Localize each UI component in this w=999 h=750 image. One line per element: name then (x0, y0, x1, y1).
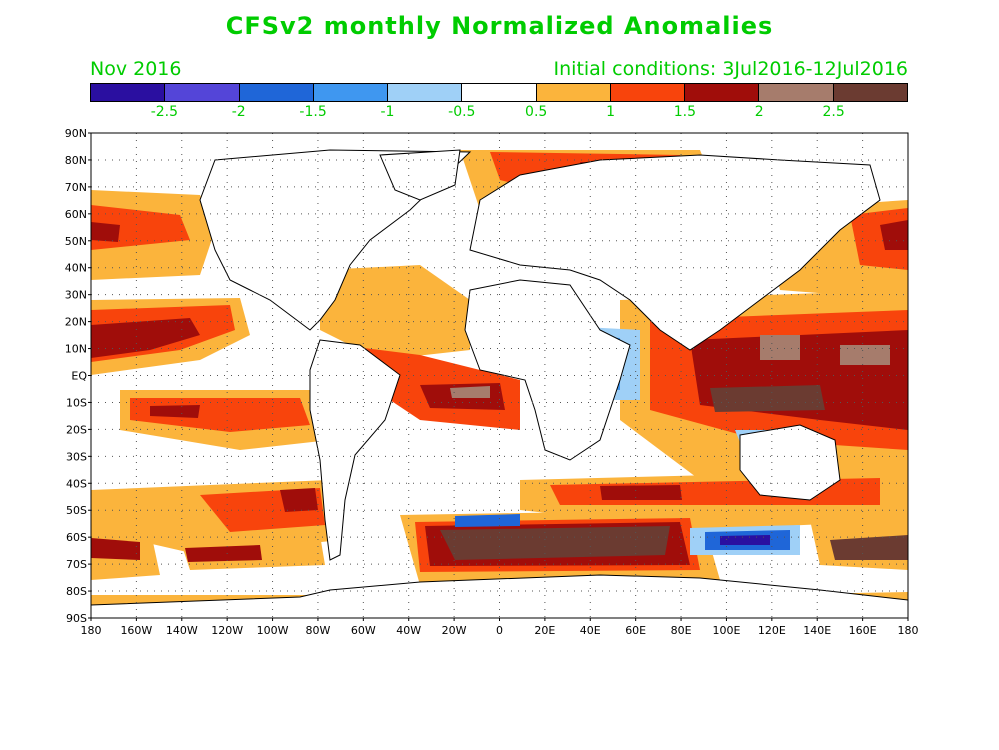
anomaly-region (455, 514, 520, 527)
colorbar-label: -0.5 (448, 104, 476, 120)
longitude-label: 160W (120, 624, 152, 637)
colorbar-label: -2 (231, 104, 246, 120)
longitude-label: 40E (580, 624, 601, 637)
colorbar-label: -2.5 (150, 104, 179, 120)
longitude-label: 140E (803, 624, 831, 637)
colorbar-label: 2 (754, 104, 764, 120)
longitude-label: 80E (671, 624, 692, 637)
anomaly-region (830, 535, 908, 560)
latitude-label: 70S (66, 558, 87, 571)
anomaly-region (320, 265, 470, 360)
anomaly-region (760, 335, 800, 360)
colorbar-swatch (388, 84, 463, 101)
latitude-label: 60S (66, 531, 87, 544)
latitude-label: 20N (65, 316, 87, 329)
latitude-label: 50N (65, 235, 87, 248)
latitude-label: 90S (66, 612, 87, 625)
colorbar-swatch (536, 84, 611, 101)
eurasia (469, 154, 881, 351)
colorbar-labels: -2.5 -2 -1.5 -1 -0.5 0.5 1 1.5 2 2.5 (90, 104, 908, 122)
anomaly-region (600, 485, 682, 500)
colorbar-swatch (833, 84, 907, 101)
latitude-label: 70N (65, 181, 87, 194)
anomaly-region (840, 345, 890, 365)
colorbar-swatch (759, 84, 834, 101)
latitude-label: 30S (66, 450, 87, 463)
longitude-label: 100W (257, 624, 289, 637)
longitude-label: 80W (306, 624, 331, 637)
africa (464, 279, 631, 461)
longitude-label: 60W (351, 624, 376, 637)
australia (739, 424, 841, 501)
anomaly-region (185, 545, 262, 562)
colorbar (90, 83, 908, 102)
longitude-label: 100E (712, 624, 740, 637)
anomaly-map: 90N 80N 70N 60N 50N 40N 30N 20N 10N EQ 10S 20S 30S 40… (65, 127, 919, 637)
longitude-label: 180 (898, 624, 919, 637)
longitude-label: 120W (211, 624, 243, 637)
longitude-label: 20E (534, 624, 555, 637)
colorbar-swatch (462, 84, 537, 101)
latitude-label: 50S (66, 504, 87, 517)
colorbar-label: 1.5 (673, 104, 697, 120)
colorbar-label: -1 (380, 104, 395, 120)
latitude-label: 10N (65, 343, 87, 356)
colorbar-swatch (239, 84, 314, 101)
colorbar-label: 2.5 (822, 104, 845, 120)
longitude-label: 120E (758, 624, 786, 637)
longitude-label: 180 (81, 624, 102, 637)
longitude-label: 20W (442, 624, 467, 637)
anomaly-region (710, 385, 825, 412)
colorbar-swatch (685, 84, 760, 101)
latitude-labels: 90N 80N 70N 60N 50N 40N 30N 20N 10N EQ 10S 20S 30S 40… (65, 127, 91, 625)
longitude-labels: 180 160W 140W 120W 100W 80W 60W 40W 20W 0 20E 40E 60… (81, 618, 919, 637)
colorbar-swatch (165, 84, 240, 101)
longitude-label: 60E (625, 624, 646, 637)
anomaly-region (91, 538, 140, 560)
latitude-label: 90N (65, 127, 87, 140)
colorbar-swatch (313, 84, 389, 101)
latitude-label: 40N (65, 262, 87, 275)
colorbar-swatch (91, 84, 166, 101)
chart-title: CFSv2 monthly Normalized Anomalies (225, 12, 774, 40)
anomaly-region (280, 488, 318, 512)
longitude-label: 40W (396, 624, 421, 637)
longitude-label: 0 (496, 624, 503, 637)
anomaly-region (880, 220, 908, 250)
anomaly-region (150, 405, 200, 418)
anomaly-region (440, 526, 670, 560)
latitude-label: 30N (65, 289, 87, 302)
colorbar-label: 1 (606, 104, 615, 120)
colorbar-label: -1.5 (299, 104, 327, 120)
colorbar-swatch (610, 84, 686, 101)
longitude-label: 140W (166, 624, 198, 637)
anomaly-region (91, 318, 200, 358)
latitude-label: 80N (65, 154, 87, 167)
longitude-label: 160E (849, 624, 877, 637)
colorbar-label: 0.5 (525, 104, 548, 120)
greenland (379, 149, 461, 201)
latitude-label: 20S (66, 423, 87, 436)
valid-month-label: Nov 2016 (90, 58, 182, 80)
antarctica (91, 574, 908, 618)
anomaly-region (91, 222, 120, 242)
latitude-label: 10S (66, 396, 87, 409)
latitude-label: 40S (66, 477, 87, 490)
anomaly-region (720, 535, 770, 545)
latitude-label: 60N (65, 208, 87, 221)
anomaly-region (450, 386, 490, 398)
latitude-label: 80S (66, 585, 87, 598)
initial-conditions-label: Initial conditions: 3Jul2016-12Jul2016 (553, 58, 908, 80)
coastlines (91, 149, 908, 618)
latitude-label: EQ (71, 370, 87, 383)
